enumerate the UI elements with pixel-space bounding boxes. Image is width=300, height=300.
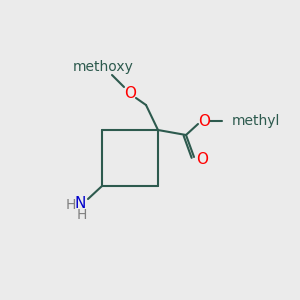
Text: O: O	[196, 152, 208, 166]
Text: methyl: methyl	[232, 114, 280, 128]
Text: N: N	[74, 196, 86, 211]
Text: methoxy: methoxy	[73, 60, 134, 74]
Text: H: H	[66, 198, 76, 212]
Text: H: H	[77, 208, 87, 222]
Text: O: O	[198, 113, 210, 128]
Text: O: O	[124, 85, 136, 100]
